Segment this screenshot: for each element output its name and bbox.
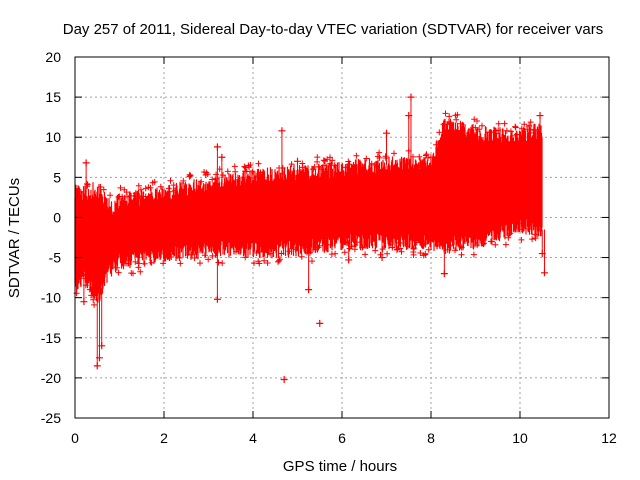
data-point xyxy=(213,249,221,303)
data-point xyxy=(278,127,286,175)
y-tick-label: 20 xyxy=(45,49,61,65)
x-tick-label: 6 xyxy=(338,430,346,446)
data-point xyxy=(280,375,288,383)
data-point xyxy=(383,129,390,166)
chart-title: Day 257 of 2011, Sidereal Day-to-day VTE… xyxy=(63,21,603,38)
y-tick-label: -20 xyxy=(41,370,61,386)
data-markers xyxy=(73,110,543,308)
data-point-marker xyxy=(440,270,448,278)
data-point xyxy=(218,153,226,183)
data-point xyxy=(316,319,324,327)
y-tick-label: -15 xyxy=(41,330,61,346)
data-point-marker xyxy=(538,250,546,258)
y-tick-label: 5 xyxy=(53,169,61,185)
y-tick-label: 10 xyxy=(45,129,61,145)
data-point xyxy=(213,143,221,184)
data-point-marker xyxy=(213,143,221,151)
data-point-marker xyxy=(82,159,90,167)
data-point xyxy=(82,159,90,193)
data-point-marker xyxy=(294,157,301,165)
data-point-marker xyxy=(316,319,324,327)
x-tick-label: 0 xyxy=(71,430,79,446)
data-point xyxy=(305,247,313,294)
data-layer xyxy=(73,93,548,383)
data-point-marker xyxy=(93,362,101,370)
y-tick-label: -10 xyxy=(41,290,61,306)
data-point-marker xyxy=(213,295,221,303)
y-tick-label: -5 xyxy=(49,250,62,266)
data-point xyxy=(98,288,106,350)
data-point xyxy=(538,229,546,258)
x-axis-label: GPS time / hours xyxy=(283,458,397,475)
data-point xyxy=(95,292,103,362)
data-point-marker xyxy=(80,298,88,306)
data-point-marker xyxy=(218,153,226,161)
data-point xyxy=(536,112,544,131)
x-tick-label: 2 xyxy=(160,430,168,446)
data-point xyxy=(80,273,88,306)
data-point-marker xyxy=(95,354,103,362)
x-tick-label: 10 xyxy=(512,430,528,446)
data-point-marker xyxy=(383,129,390,137)
data-point xyxy=(294,157,301,174)
data-point-marker xyxy=(345,256,353,264)
y-tick-label: 0 xyxy=(53,209,61,225)
data-point xyxy=(378,241,386,262)
data-point-marker xyxy=(98,342,106,350)
data-point-marker xyxy=(280,375,288,383)
tick-layer: 0 2 4 6 8 10 12 -25 -20 -15 -10 -5 0 5 10 15 20 xyxy=(41,49,617,446)
data-point xyxy=(405,112,413,166)
data-point xyxy=(440,245,448,278)
data-point xyxy=(540,229,548,277)
data-point-marker xyxy=(305,286,313,294)
y-tick-label: 15 xyxy=(45,89,61,105)
data-point-marker xyxy=(278,127,286,135)
data-point-marker xyxy=(378,254,386,262)
data-point xyxy=(93,297,101,370)
y-tick-label: -25 xyxy=(41,410,61,426)
y-axis-label: SDTVAR / TECUs xyxy=(6,178,23,298)
data-point-marker xyxy=(536,112,544,120)
data-point-marker xyxy=(405,112,413,120)
x-tick-label: 8 xyxy=(427,430,435,446)
data-point xyxy=(345,241,353,264)
x-tick-label: 4 xyxy=(249,430,257,446)
data-point-marker xyxy=(540,269,548,277)
data-point-marker xyxy=(407,93,415,101)
x-tick-label: 12 xyxy=(601,430,617,446)
data-point xyxy=(407,93,415,166)
